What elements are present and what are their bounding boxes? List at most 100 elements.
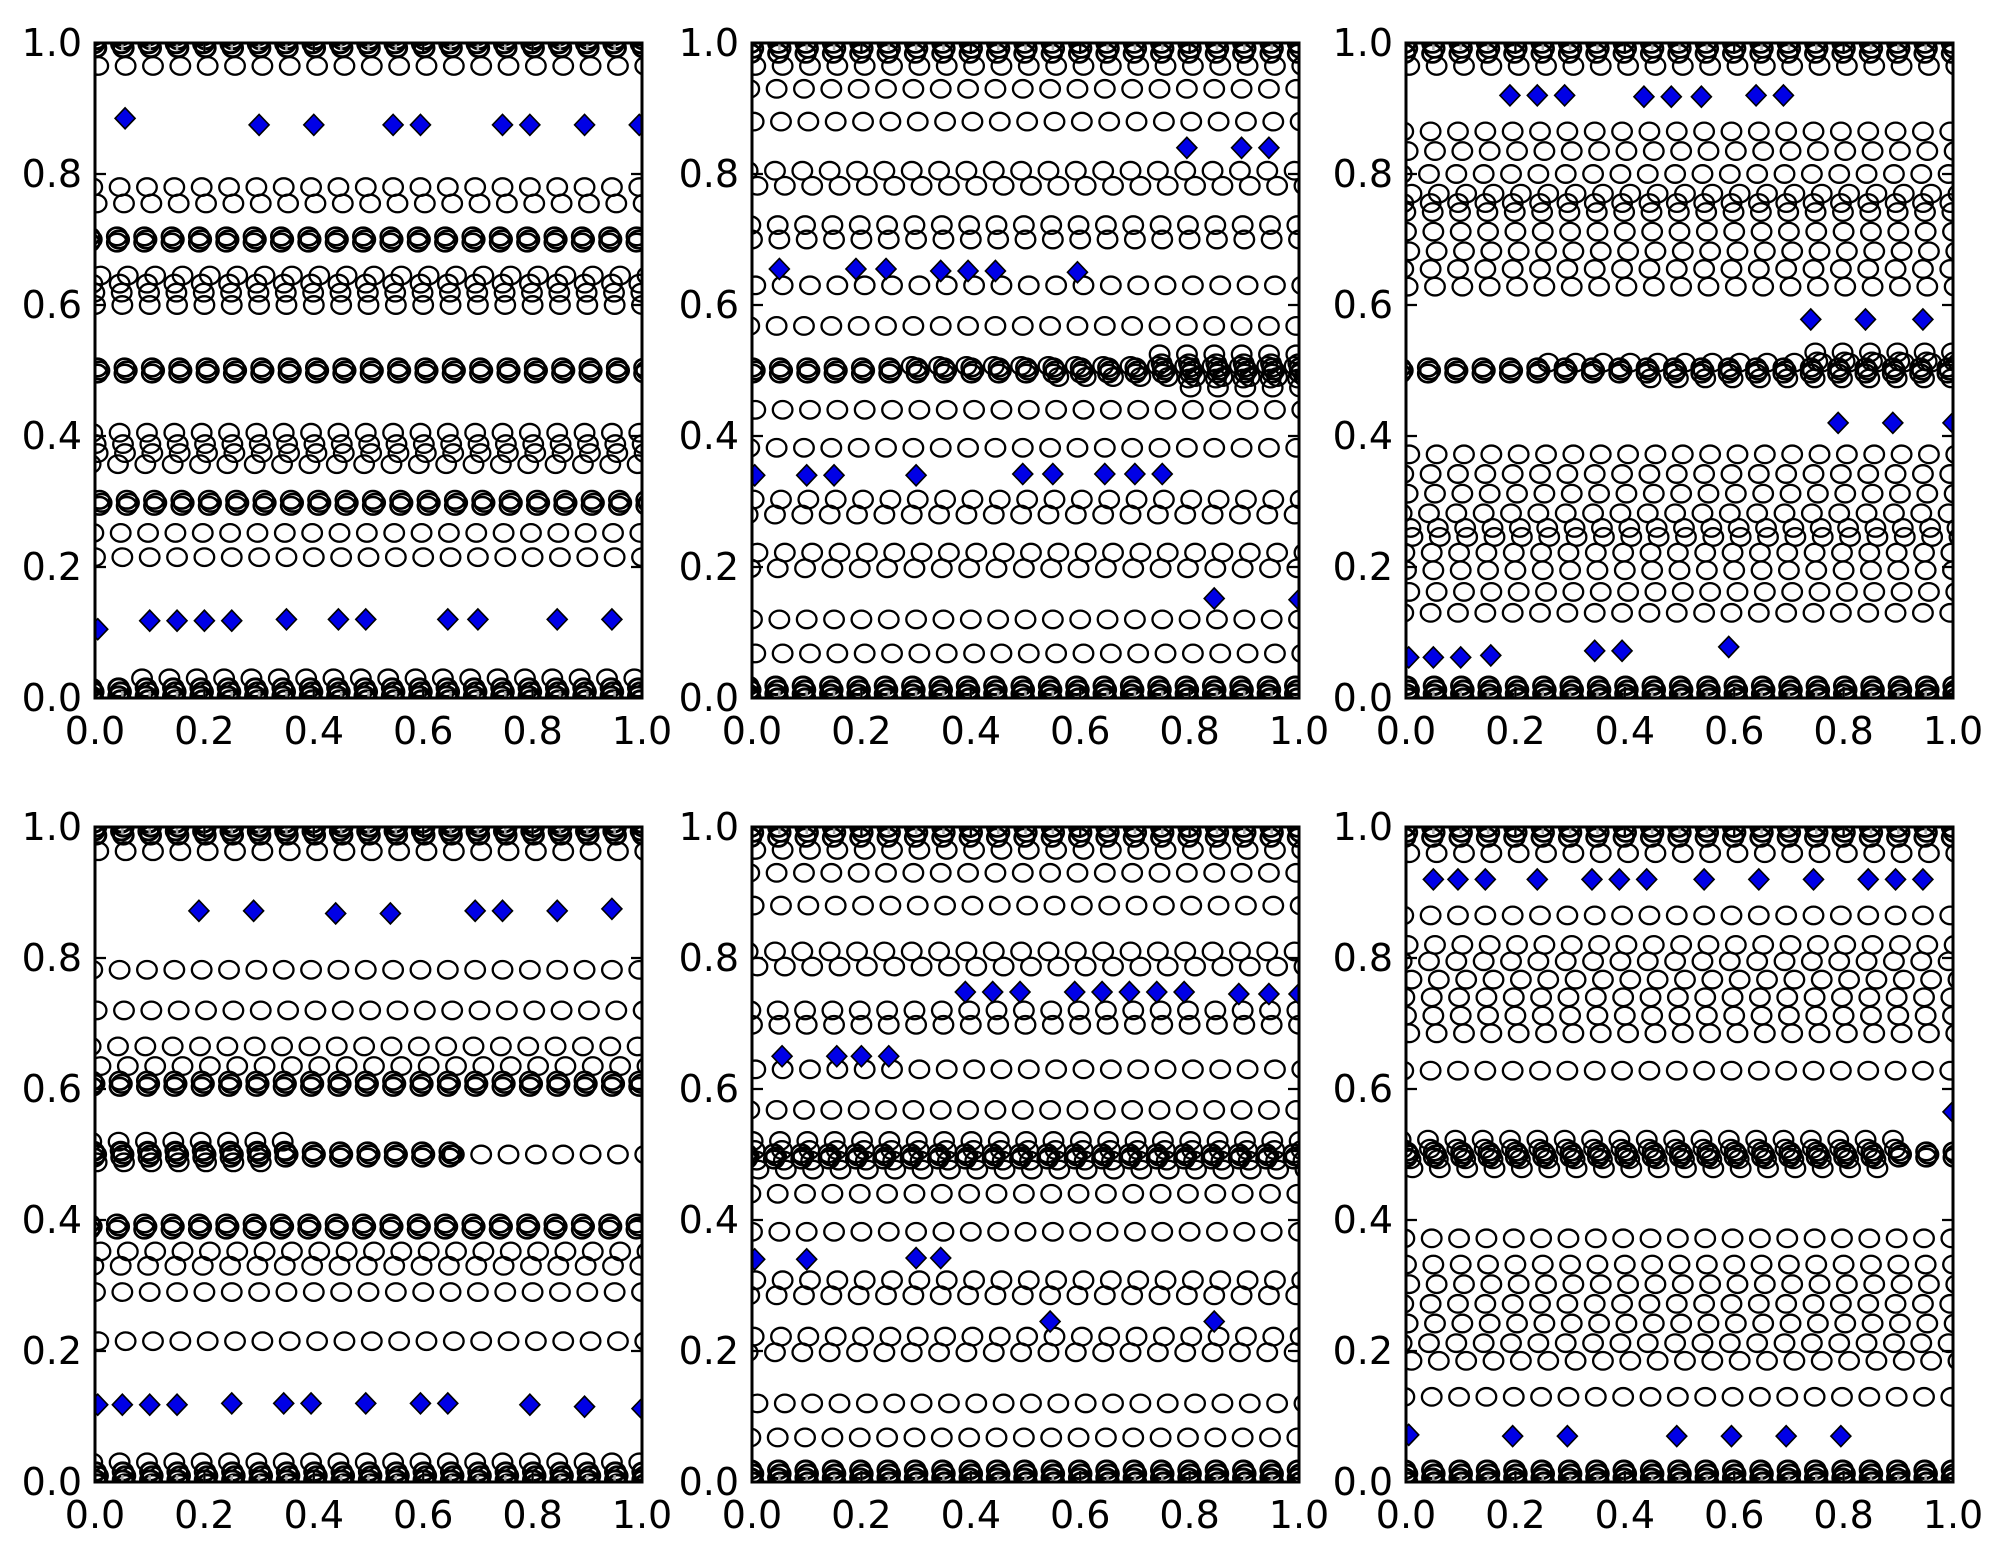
circle-marker <box>1747 1060 1770 1081</box>
circle-marker <box>1507 444 1530 465</box>
circle-marker <box>1472 951 1495 972</box>
circle-marker <box>190 959 213 980</box>
circle-marker <box>771 839 794 860</box>
circle-marker <box>1781 241 1804 262</box>
circle-marker <box>1121 862 1144 883</box>
circle-marker <box>1257 862 1280 883</box>
circle-marker <box>1697 483 1720 504</box>
circle-marker <box>387 443 410 464</box>
circle-marker <box>223 443 246 464</box>
y-tick-label: 0.2 <box>22 545 82 589</box>
circle-marker <box>1149 1427 1172 1448</box>
circle-marker <box>1009 1149 1032 1170</box>
circle-marker <box>1693 1060 1716 1081</box>
circle-marker <box>543 226 566 247</box>
circle-marker <box>195 363 218 384</box>
circle-marker <box>1802 602 1825 623</box>
circle-marker <box>752 1146 760 1167</box>
circle-marker <box>355 1255 378 1276</box>
diamond-marker <box>904 1246 928 1270</box>
circle-marker <box>142 55 164 76</box>
circle-marker <box>1011 862 1034 883</box>
circle-marker <box>162 229 185 250</box>
diamond-marker <box>436 1391 459 1416</box>
circle-marker <box>413 193 436 214</box>
circle-marker <box>1501 1060 1524 1081</box>
circle-marker <box>195 357 218 378</box>
circle-marker <box>818 1342 841 1363</box>
diamond-marker <box>1203 1309 1226 1334</box>
circle-marker <box>1942 675 1953 697</box>
circle-marker <box>796 363 819 384</box>
circle-marker <box>1580 363 1604 384</box>
circle-marker <box>628 273 642 294</box>
circle-marker <box>1916 141 1939 162</box>
circle-marker <box>134 1036 157 1057</box>
circle-marker <box>1619 969 1642 990</box>
circle-marker <box>327 273 350 294</box>
circle-marker <box>1917 1274 1940 1295</box>
circle-marker <box>107 229 131 250</box>
circle-marker <box>353 454 376 475</box>
circle-marker <box>1694 1228 1717 1249</box>
circle-marker <box>794 558 817 579</box>
x-tick-label: 0.8 <box>1813 1493 1873 1537</box>
circle-marker <box>437 689 460 698</box>
circle-marker <box>752 275 767 296</box>
circle-marker <box>497 1331 520 1352</box>
circle-marker <box>1833 351 1856 372</box>
circle-marker <box>496 357 519 378</box>
circle-marker <box>853 399 876 420</box>
circle-marker <box>1611 1293 1634 1314</box>
circle-marker <box>1536 1149 1559 1170</box>
y-tick-label: 1.0 <box>679 805 739 849</box>
circle-marker <box>1503 202 1526 223</box>
circle-marker <box>847 78 870 99</box>
circle-marker <box>1151 1221 1174 1242</box>
circle-marker <box>167 1152 190 1173</box>
circle-marker <box>1806 483 1829 504</box>
circle-marker <box>1939 905 1953 926</box>
circle-marker <box>770 895 792 916</box>
circle-marker <box>95 1070 104 1091</box>
circle-marker <box>1099 839 1122 860</box>
circle-marker <box>466 1073 489 1094</box>
circle-marker <box>1096 1221 1119 1242</box>
circle-marker <box>189 1216 213 1237</box>
circle-marker <box>1233 609 1256 630</box>
diamond-marker <box>1556 1424 1579 1448</box>
circle-marker <box>1613 221 1636 242</box>
circle-marker <box>1834 483 1857 504</box>
circle-marker <box>802 1159 825 1180</box>
circle-marker <box>1831 1228 1853 1249</box>
circle-marker <box>380 1036 403 1057</box>
circle-marker <box>1668 1005 1691 1026</box>
circle-marker <box>1416 357 1440 378</box>
circle-marker <box>1453 843 1475 864</box>
circle-marker <box>1829 1293 1852 1314</box>
circle-marker <box>442 443 465 464</box>
circle-marker <box>631 827 642 846</box>
circle-marker <box>516 226 539 247</box>
circle-marker <box>1945 1274 1953 1294</box>
circle-marker <box>194 827 217 846</box>
circle-marker <box>382 1076 405 1097</box>
circle-marker <box>1233 1221 1256 1242</box>
circle-marker <box>1884 1060 1907 1081</box>
diamond-marker <box>1474 867 1497 892</box>
circle-marker <box>222 357 246 378</box>
circle-marker <box>817 1149 840 1170</box>
diamond-marker <box>573 1395 596 1419</box>
circle-marker <box>145 492 168 513</box>
circle-marker <box>768 1221 791 1242</box>
circle-marker <box>170 495 193 516</box>
circle-marker <box>1099 1059 1122 1080</box>
circle-marker <box>133 1219 156 1240</box>
circle-marker <box>1718 164 1741 184</box>
circle-marker <box>573 273 596 294</box>
circle-marker <box>1291 1059 1299 1079</box>
circle-marker <box>525 489 549 510</box>
circle-marker <box>1857 464 1880 484</box>
circle-marker <box>1228 941 1251 962</box>
circle-marker <box>1586 221 1609 242</box>
